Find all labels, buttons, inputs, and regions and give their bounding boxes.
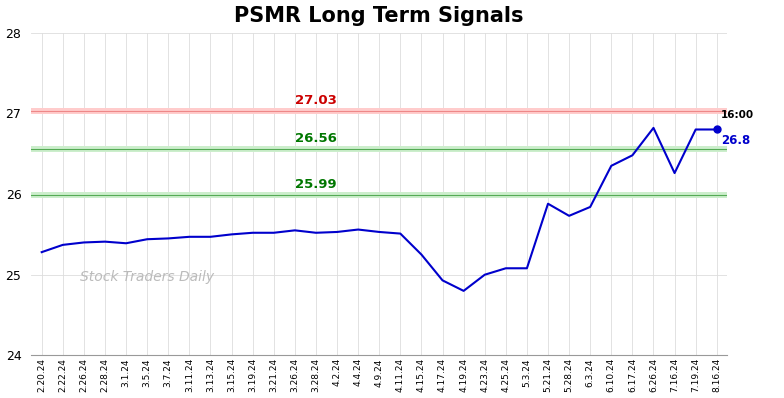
Bar bbox=[31, 108, 728, 114]
Title: PSMR Long Term Signals: PSMR Long Term Signals bbox=[234, 6, 524, 25]
Text: Stock Traders Daily: Stock Traders Daily bbox=[80, 270, 214, 285]
Text: 25.99: 25.99 bbox=[295, 178, 337, 191]
Text: 27.03: 27.03 bbox=[295, 94, 337, 107]
Text: 26.8: 26.8 bbox=[721, 133, 750, 146]
Text: 26.56: 26.56 bbox=[295, 132, 337, 145]
Bar bbox=[31, 191, 728, 198]
Text: 16:00: 16:00 bbox=[721, 110, 754, 120]
Bar bbox=[31, 146, 728, 152]
